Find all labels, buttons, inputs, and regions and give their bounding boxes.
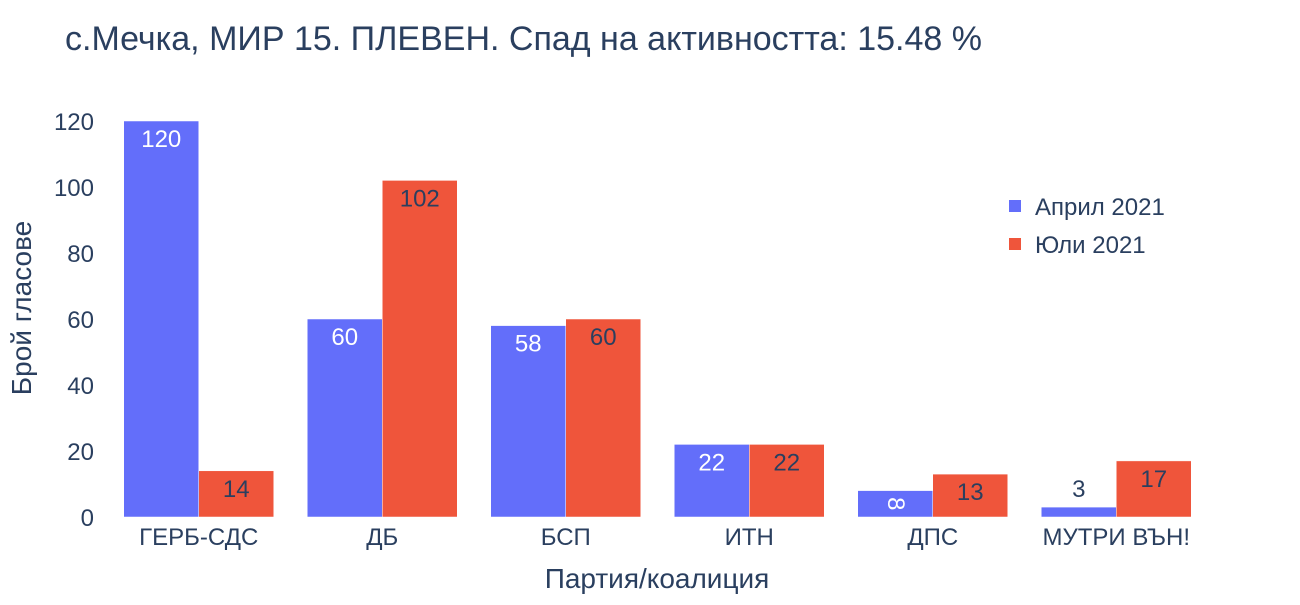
- legend-label: Юли 2021: [1035, 232, 1146, 259]
- y-tick-label: 120: [54, 109, 94, 136]
- y-axis-title: Брой гласове: [6, 221, 37, 395]
- bar-value-label: 22: [698, 449, 725, 476]
- bar-value-label: 13: [957, 479, 984, 506]
- x-axis-title: Партия/коалиция: [545, 563, 770, 594]
- bar-value-label: 22: [773, 449, 800, 476]
- bar-value-label: 102: [400, 185, 440, 212]
- x-tick-label: МУТРИ ВЪН!: [1043, 524, 1190, 551]
- bar-value-label: 58: [515, 331, 542, 358]
- x-tick-label: ДПС: [907, 524, 958, 551]
- bar-value-label: 120: [141, 126, 181, 153]
- y-axis-ticks: 0 20 40 60 80 100 120: [54, 109, 94, 532]
- legend-label: Април 2021: [1035, 194, 1165, 221]
- bar-july: [382, 180, 458, 518]
- bar-july: [749, 444, 825, 518]
- bar-july: [932, 473, 1008, 518]
- x-tick-label: БСП: [541, 524, 591, 551]
- bar-value-label: 60: [331, 324, 358, 351]
- bar-value-label: 3: [1072, 476, 1085, 503]
- bar-labels: 120 14 60 102 58 60 22 22 8 13 3 17: [141, 126, 1167, 510]
- bar-value-label: 14: [223, 476, 250, 503]
- y-tick-label: 0: [81, 505, 94, 532]
- y-tick-label: 40: [67, 373, 94, 400]
- bar-value-label: 17: [1140, 466, 1167, 493]
- chart-title: с.Мечка, МИР 15. ПЛЕВЕН. Спад на активно…: [65, 20, 982, 58]
- bar-july: [198, 470, 274, 518]
- bars: [123, 120, 1192, 518]
- y-tick-label: 60: [67, 307, 94, 334]
- x-tick-label: ГЕРБ-СДС: [139, 524, 258, 551]
- legend-swatch: [1009, 238, 1021, 250]
- bar-value-label: 60: [590, 324, 617, 351]
- bar-value-label: 8: [882, 497, 909, 510]
- bar-april: [857, 490, 933, 518]
- x-tick-label: ДБ: [366, 524, 398, 551]
- bar-april: [123, 120, 199, 518]
- x-tick-label: ИТН: [725, 524, 774, 551]
- bar-april: [674, 444, 750, 518]
- y-tick-label: 80: [67, 241, 94, 268]
- x-axis-ticks: ГЕРБ-СДС ДБ БСП ИТН ДПС МУТРИ ВЪН!: [139, 524, 1190, 551]
- bar-april: [307, 318, 383, 518]
- bar-april: [490, 325, 566, 518]
- bar-july: [1116, 460, 1192, 518]
- legend: Април 2021 Юли 2021: [1009, 194, 1165, 259]
- y-tick-label: 20: [67, 439, 94, 466]
- legend-swatch: [1009, 200, 1021, 212]
- bar-april: [1041, 506, 1117, 518]
- y-tick-label: 100: [54, 175, 94, 202]
- bar-july: [565, 318, 641, 518]
